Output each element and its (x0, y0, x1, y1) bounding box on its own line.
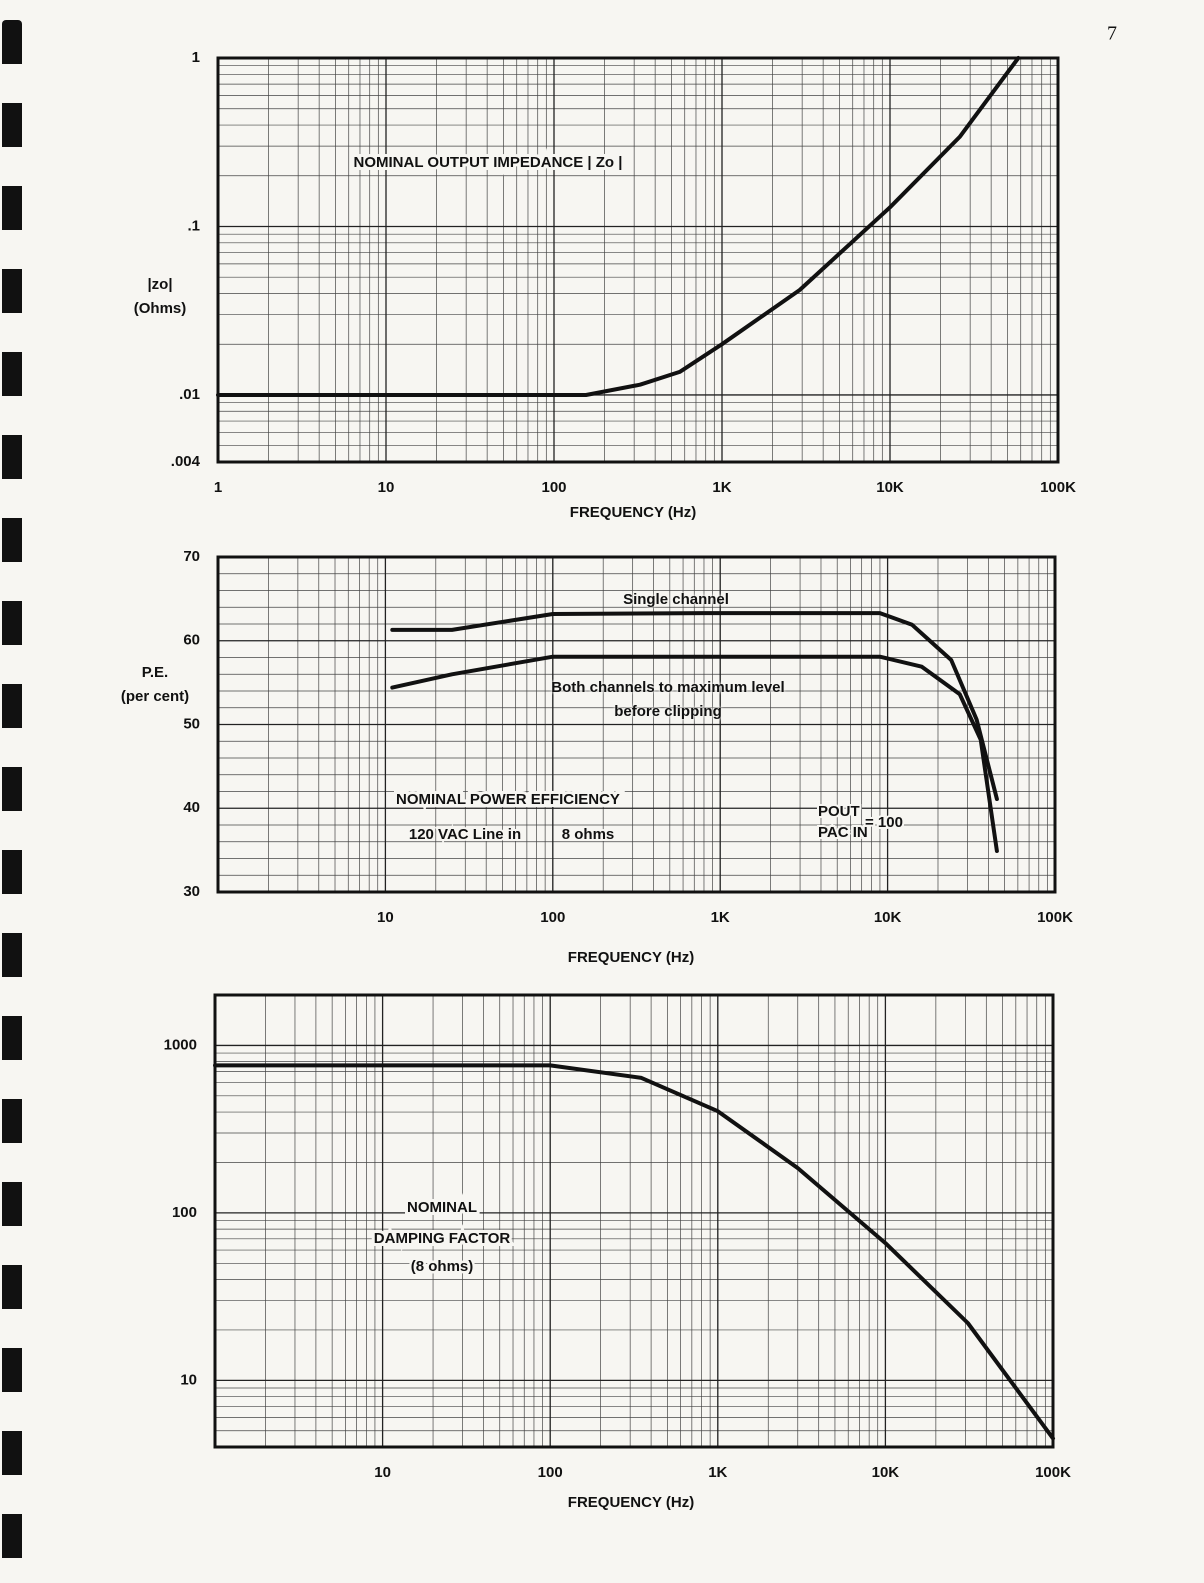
annotation: POUT (818, 803, 860, 820)
y-axis-label: (per cent) (121, 688, 189, 705)
y-tick-label: 100 (172, 1204, 197, 1221)
series-label-text: Single channel (623, 591, 729, 608)
y-tick-label: 10 (180, 1371, 197, 1388)
series-label: Single channel (623, 591, 729, 608)
x-tick-label: 1K (711, 909, 730, 926)
x-tick-label: 100 (541, 479, 566, 496)
series-label-text: Both channels to maximum level before cl… (551, 679, 785, 720)
page-number: 7 (1107, 23, 1117, 45)
chart: 10 100 1K 10K 100K 10 100 1000 NOMINAL DAMPING FA… (164, 993, 1071, 1511)
annotation: PAC IN (818, 824, 868, 841)
y-tick-label: 30 (183, 883, 200, 900)
x-tick-label: 100 (538, 1464, 563, 1481)
x-tick-label: 1K (708, 1464, 727, 1481)
chart-title: NOMINAL POWER EFFICIENCY (396, 791, 620, 808)
data-line (390, 654, 999, 853)
y-tick-label: 50 (183, 715, 200, 732)
y-tick-label: 70 (183, 548, 200, 565)
x-tick-label: 10 (377, 909, 394, 926)
plot-frame (216, 555, 1057, 894)
chart: 1 10 100 1K 10K 100K .004 .01 .1 1 NOMINAL OUTPUT … (134, 49, 1076, 521)
chart-title: DAMPING FACTOR (374, 1230, 511, 1247)
chart-subtitle: (8 ohms) (411, 1258, 474, 1275)
x-tick-label: 10 (374, 1464, 391, 1481)
x-tick-label: 100K (1040, 479, 1076, 496)
y-tick-label: 60 (183, 632, 200, 649)
chart-title: NOMINAL (407, 1199, 477, 1216)
y-axis-label: (Ohms) (134, 300, 187, 317)
x-tick-label: 1K (712, 479, 731, 496)
data-line (390, 611, 999, 801)
x-tick-label: 10K (876, 479, 904, 496)
x-tick-label: 10K (874, 909, 902, 926)
x-axis-label: FREQUENCY (Hz) (568, 1494, 694, 1511)
x-tick-label: 100K (1035, 1464, 1071, 1481)
x-tick-label: 100 (540, 909, 565, 926)
y-tick-label: 40 (183, 799, 200, 816)
x-tick-label: 10K (872, 1464, 900, 1481)
y-tick-label: .1 (187, 217, 200, 234)
plot-frame (216, 56, 1060, 464)
x-tick-label: 100K (1037, 909, 1073, 926)
y-axis-label: P.E. (142, 664, 168, 681)
plot-frame (213, 993, 1055, 1449)
y-tick-label: .004 (171, 453, 201, 470)
y-tick-label: .01 (179, 386, 200, 403)
x-tick-label: 1 (214, 479, 222, 496)
y-tick-label: 1000 (164, 1036, 197, 1053)
chart-title: NOMINAL OUTPUT IMPEDANCE | Zo | (354, 154, 623, 171)
data-line (213, 1063, 1055, 1441)
y-tick-label: 1 (192, 49, 200, 66)
annotation: 120 VAC Line in (409, 826, 521, 843)
chart: 10 100 1K 10K 100K 30 40 50 60 70 NOMINAL POWER EF… (121, 548, 1073, 966)
x-tick-label: 10 (378, 479, 395, 496)
x-axis-label: FREQUENCY (Hz) (568, 949, 694, 966)
y-axis-label: |zo| (147, 276, 172, 293)
x-axis-label: FREQUENCY (Hz) (570, 504, 696, 521)
binding-strip (2, 20, 22, 1580)
series-label: Both channels to maximum level before cl… (551, 679, 785, 720)
data-line (216, 56, 1021, 397)
annotation: 8 ohms (562, 826, 615, 843)
annotation: = 100 (865, 814, 903, 831)
